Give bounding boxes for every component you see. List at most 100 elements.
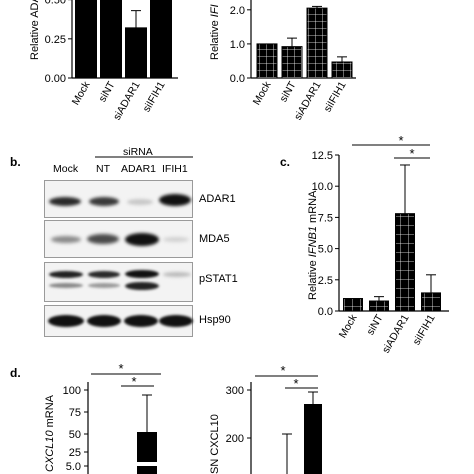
- band: [87, 234, 119, 244]
- y-tick-label: 300: [226, 385, 244, 397]
- bar-siadar1: [306, 7, 328, 79]
- y-tick-label: 0.0: [230, 73, 245, 85]
- y-tick-label: 5.0: [66, 461, 81, 473]
- band: [159, 315, 193, 327]
- band: [159, 194, 191, 206]
- panel-letter-d: d.: [10, 366, 21, 380]
- x-tick-label: Mock: [70, 79, 93, 107]
- y-tick-label: 1.0: [230, 39, 245, 51]
- c-ylabel: Relative IFNB1 mRNA: [307, 190, 319, 300]
- bar-sint: [100, 0, 122, 79]
- band: [88, 283, 120, 288]
- x-tick-label: siIFIH1: [322, 79, 349, 114]
- y-tick-label: 50: [69, 429, 81, 441]
- band: [87, 315, 121, 327]
- y-tick-label: 5.0: [318, 244, 333, 256]
- blot-label-pstat1: pSTAT1: [199, 273, 238, 285]
- band: [125, 233, 159, 246]
- blot-label-mda5: MDA5: [199, 233, 230, 245]
- band: [48, 315, 84, 327]
- bar-mock: [75, 0, 97, 79]
- band: [125, 270, 159, 278]
- a-right-bars: [256, 5, 353, 79]
- bar-siifih1: [150, 0, 172, 79]
- x-tick-label: Mock: [337, 312, 360, 340]
- band: [163, 237, 189, 242]
- bar-siadar1: [395, 213, 415, 312]
- panel-letter-b: b.: [10, 155, 21, 169]
- c-ticks: 0.0 2.5 5.0 7.5 10.0 12.5: [312, 150, 339, 318]
- d-right-ticks: 200 300: [226, 385, 251, 445]
- a-right-ticks: 0.0 1.0 2.0: [230, 5, 251, 85]
- d-left-ylabel: CXCL10 mRNA: [44, 394, 56, 472]
- panel-letter-c: c.: [280, 155, 291, 169]
- x-tick-label: Mock: [251, 79, 274, 107]
- blot-row-adar1: [44, 180, 193, 218]
- d-left-sig-star-1: *: [118, 361, 123, 376]
- blot-row-hsp90: [44, 305, 193, 337]
- band: [124, 315, 158, 327]
- bar-mock: [343, 298, 363, 312]
- blot-lane-mock: Mock: [53, 163, 79, 175]
- a-left-ticks: 0.00 0.25 0.50: [45, 0, 72, 85]
- y-tick-label: 0.50: [45, 0, 66, 7]
- d-left-bar-2: [137, 466, 157, 474]
- band: [127, 199, 153, 205]
- y-tick-label: 100: [63, 385, 81, 397]
- band: [49, 271, 83, 278]
- chart-a-right: 0.0 1.0 2.0 Relative IFI Mock siNTsiADAR1si…: [209, 0, 356, 122]
- band: [49, 283, 83, 288]
- chart-c: 0.0 2.5 5.0 7.5 10.0 12.5 Relative IFNB1 mRNA…: [307, 133, 449, 355]
- d-right-sig-star-2: *: [293, 376, 298, 391]
- c-bars: [343, 164, 441, 312]
- blot-lane-nt: NT: [96, 163, 110, 175]
- chart-d-right: 200 300 SN CXCL10 * *: [209, 363, 322, 474]
- x-tick-label: siIFIH1: [141, 79, 168, 114]
- band: [163, 272, 191, 277]
- bar-sint: [281, 46, 303, 79]
- d-left-bar-1: [137, 432, 157, 462]
- x-tick-label: siNT: [277, 79, 298, 104]
- a-left-bars: [75, 0, 172, 79]
- d-right-sig-star-1: *: [280, 363, 285, 378]
- y-tick-label: 200: [226, 433, 244, 445]
- band: [88, 271, 120, 278]
- blot-row-mda5: [44, 220, 193, 258]
- d-left-sig-star-2: *: [131, 374, 136, 389]
- x-tick-label: siNT: [364, 312, 385, 337]
- y-tick-label: 0.25: [45, 34, 66, 46]
- y-tick-label: 2.0: [230, 5, 245, 17]
- chart-a-left: 0.00 0.25 0.50 Relative ADAR Mock siNTsiADA…: [29, 0, 178, 122]
- c-sig-star-1: *: [398, 133, 403, 148]
- band: [125, 282, 159, 290]
- y-tick-label: 75: [69, 407, 81, 419]
- y-tick-label: 25: [69, 447, 81, 459]
- y-tick-label: 7.5: [318, 212, 333, 224]
- bar-siadar1: [125, 27, 147, 79]
- d-left-ticks: 5.0 25 50 75 100: [63, 385, 88, 473]
- y-tick-label: 0.00: [45, 73, 66, 85]
- x-tick-label: siIFIH1: [411, 312, 438, 347]
- a-right-ylabel: Relative IFI: [209, 4, 221, 60]
- bar-siifih1: [331, 61, 353, 79]
- blot-lane-adar1: ADAR1: [121, 163, 157, 175]
- y-tick-label: 0.0: [318, 306, 333, 318]
- a-left-ylabel: Relative ADAR: [29, 0, 41, 60]
- blot-label-hsp90: Hsp90: [199, 314, 231, 326]
- band: [51, 236, 81, 243]
- bar-sint: [369, 300, 389, 312]
- band: [49, 197, 81, 206]
- y-tick-label: 10.0: [312, 181, 333, 193]
- chart-d-left: 5.0 25 50 75 100 CXCL10 mRNA * *: [44, 361, 161, 474]
- blot-label-adar1: ADAR1: [199, 193, 236, 205]
- blot-header-siRNA: siRNA: [123, 146, 153, 158]
- y-tick-label: 12.5: [312, 150, 333, 162]
- bar-siifih1: [421, 292, 441, 312]
- blot-lane-ifih1: IFIH1: [162, 163, 188, 175]
- bar-mock: [256, 43, 278, 79]
- blot-row-pstat1: [44, 262, 193, 302]
